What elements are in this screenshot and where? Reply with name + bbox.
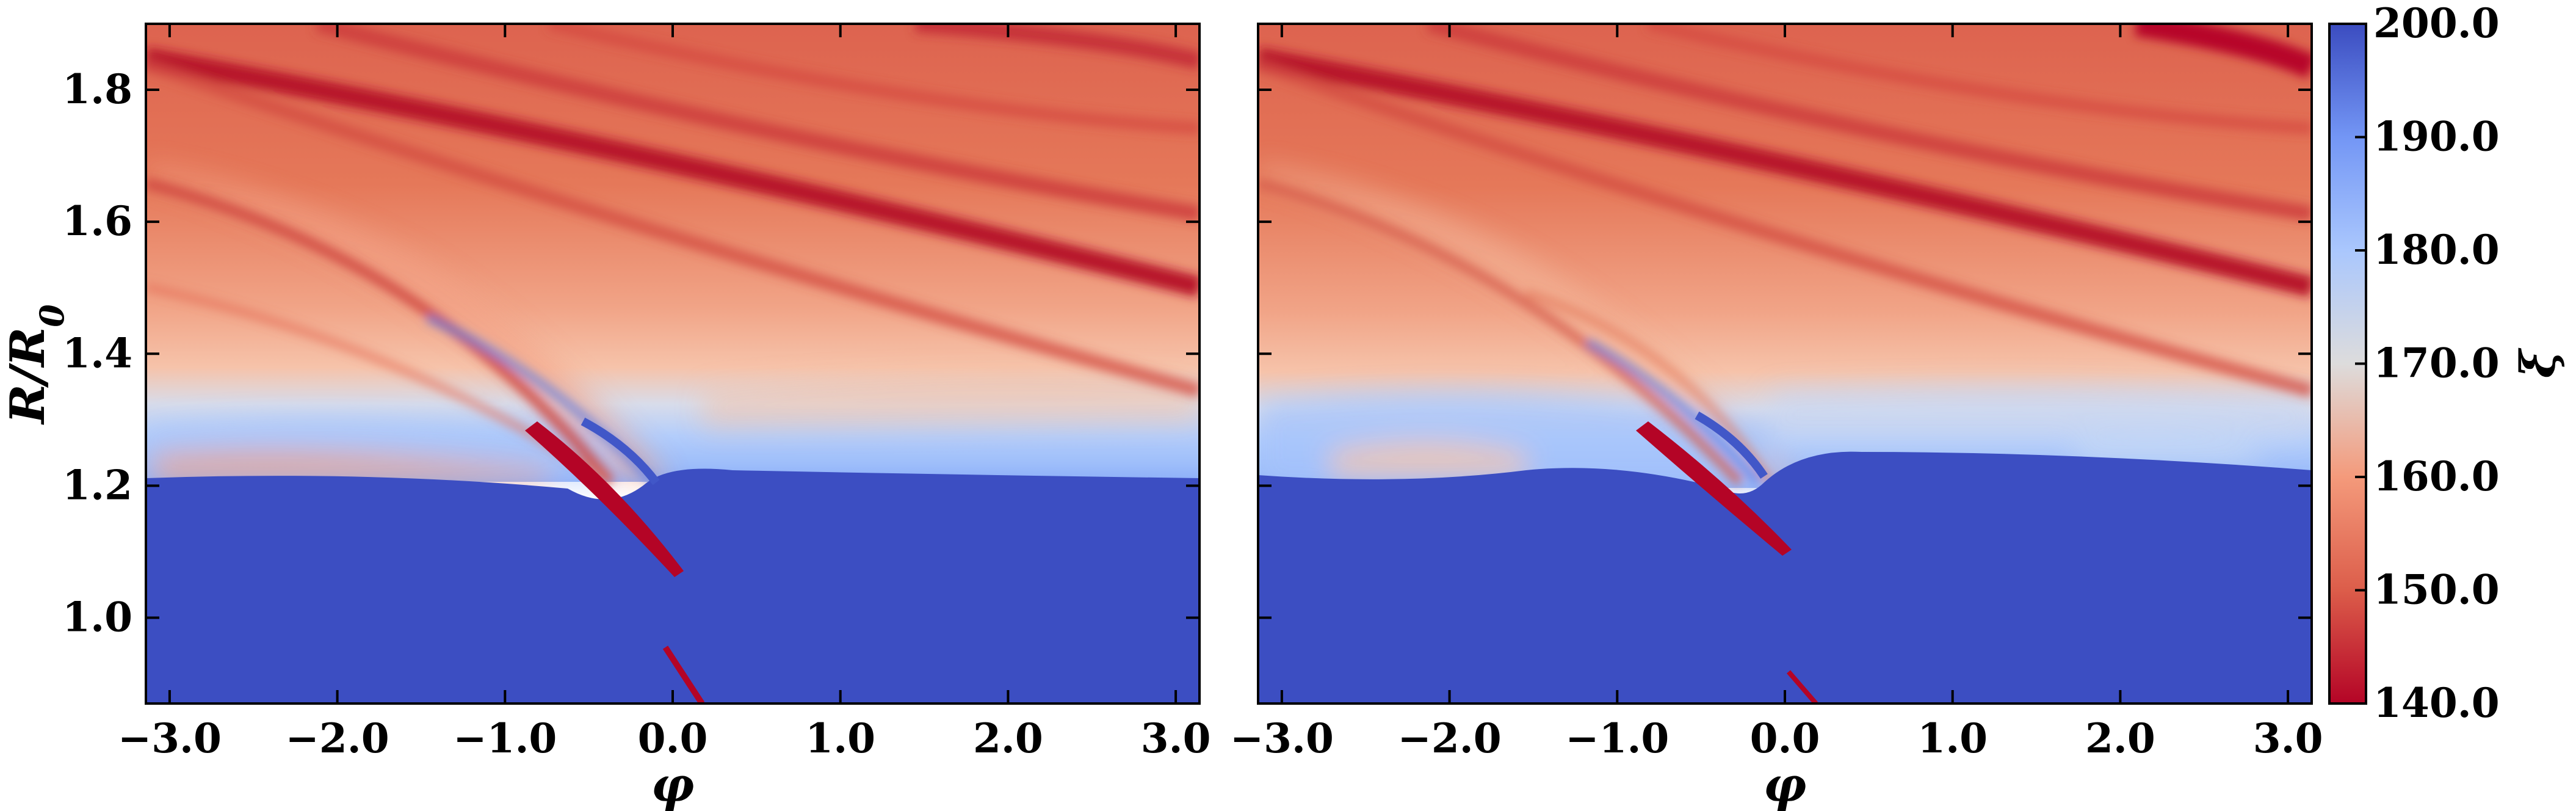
x-tick-label: −2.0	[286, 715, 389, 762]
y-axis-label: R/R0	[0, 304, 71, 425]
y-axis-right	[1258, 89, 2312, 619]
x-axis-label-right: φ	[1764, 757, 1807, 811]
x-tick-label: 0.0	[1750, 715, 1820, 762]
colorbar-tick-label: 200.0	[2373, 0, 2500, 47]
heatmap-right: −3.0 −2.0 −1.0 0.0 1.0 2.0 3.0 φ	[1230, 23, 2323, 811]
x-tick-label: −3.0	[1230, 715, 1334, 762]
y-axis-left: 1.0 1.2 1.4 1.6 1.8	[62, 65, 1199, 641]
colorbar-tick-label: 170.0	[2373, 340, 2500, 387]
x-tick-label: 3.0	[2253, 715, 2323, 762]
heatmap-right-field	[1258, 24, 2312, 704]
colorbar-tick-label: 160.0	[2373, 453, 2500, 500]
heatmap-left-field	[146, 24, 1199, 704]
colorbar-ticks: 140.0 150.0 160.0 170.0 180.0 190.0 200.0	[2355, 0, 2500, 727]
x-tick-label: 2.0	[2085, 715, 2155, 762]
colorbar-tick-label: 150.0	[2373, 566, 2500, 614]
colorbar-tick-label: 190.0	[2373, 113, 2500, 161]
x-tick-label: 2.0	[973, 715, 1043, 762]
colorbar-tick-label: 140.0	[2373, 679, 2500, 727]
y-tick-label: 1.8	[62, 65, 132, 113]
colorbar-tick-label: 180.0	[2373, 226, 2500, 274]
x-tick-label: −2.0	[1398, 715, 1502, 762]
colorbar-label: ξ	[2511, 347, 2566, 378]
x-axis-right: −3.0 −2.0 −1.0 0.0 1.0 2.0 3.0	[1230, 24, 2323, 762]
x-axis-label-left: φ	[651, 757, 695, 811]
x-tick-label: 3.0	[1141, 715, 1211, 762]
x-axis-left: −3.0 −2.0 −1.0 0.0 1.0 2.0 3.0	[118, 24, 1211, 762]
x-tick-label: 0.0	[638, 715, 708, 762]
colorbar: 140.0 150.0 160.0 170.0 180.0 190.0 200.0 ξ	[2328, 0, 2566, 727]
x-tick-label: 1.0	[805, 715, 875, 762]
y-axis-label-subscript: 0	[32, 304, 71, 327]
x-tick-label: −3.0	[118, 715, 222, 762]
x-tick-label: −1.0	[453, 715, 557, 762]
heatmap-left: −3.0 −2.0 −1.0 0.0 1.0 2.0 3.0 1.0 1.2 1.4 1.6 1.8…	[0, 23, 1211, 811]
y-tick-label: 1.2	[62, 461, 132, 509]
y-tick-label: 1.6	[62, 197, 132, 245]
y-axis-label-main: R/R	[0, 327, 56, 425]
y-tick-label: 1.4	[62, 329, 132, 377]
x-tick-label: −1.0	[1565, 715, 1669, 762]
y-tick-label: 1.0	[62, 594, 132, 641]
x-tick-label: 1.0	[1917, 715, 1988, 762]
